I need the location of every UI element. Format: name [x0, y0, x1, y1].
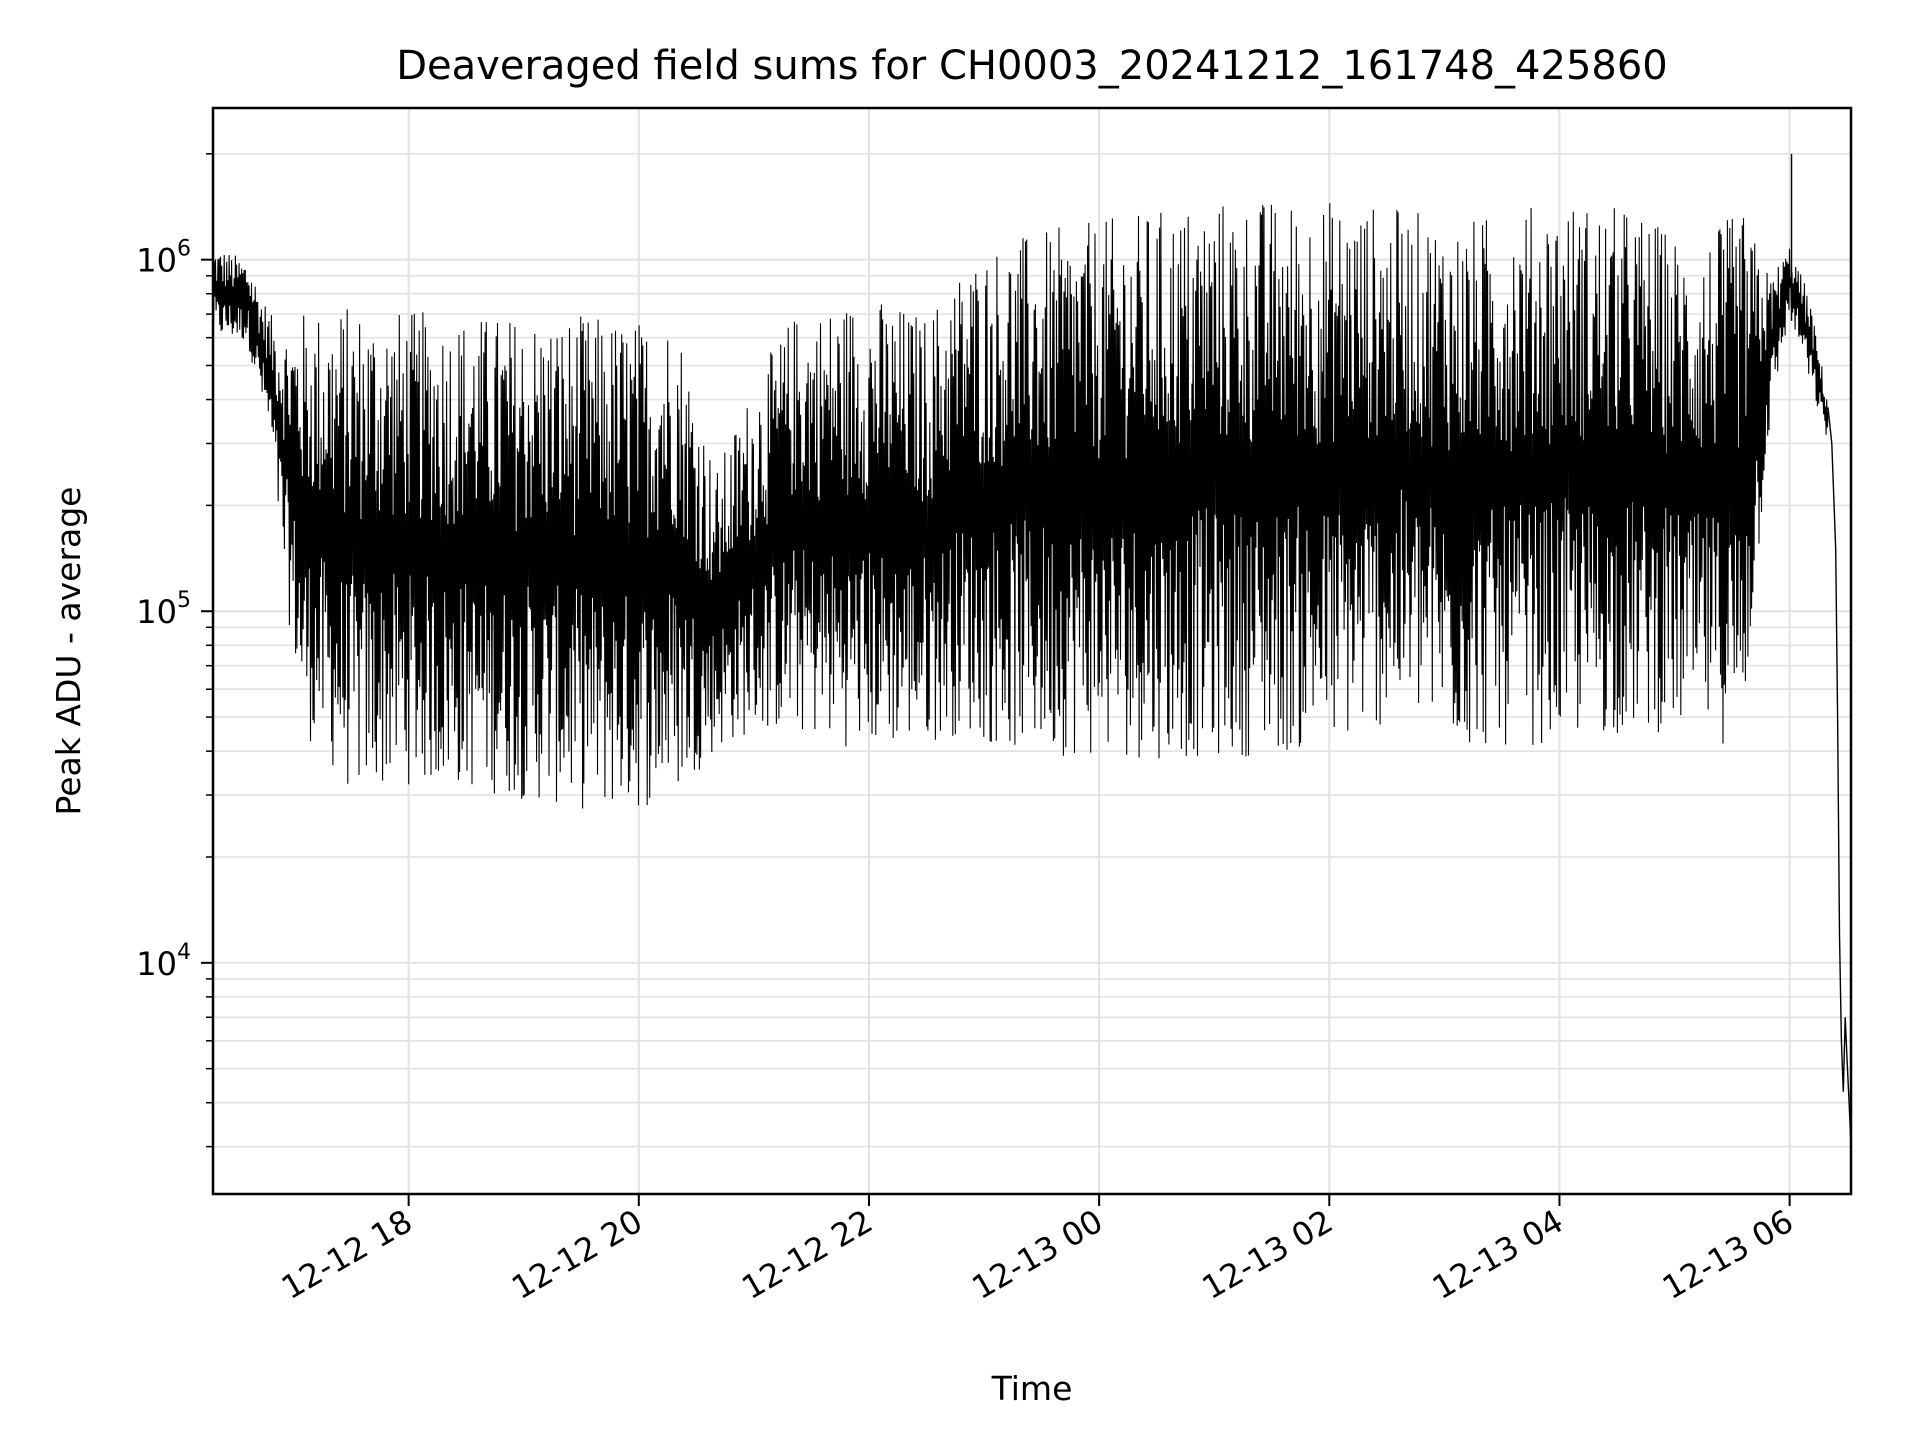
y-tick-label: 106: [136, 237, 191, 280]
x-tick-label: 12-12 18: [275, 1202, 419, 1307]
chart-title: Deaveraged field sums for CH0003_2024121…: [396, 43, 1668, 89]
y-tick-label: 104: [136, 940, 191, 983]
x-tick-label: 12-12 22: [735, 1202, 879, 1307]
data-line: [212, 203, 1829, 809]
chart-series: [212, 153, 1852, 1147]
x-tick-label: 12-13 02: [1196, 1202, 1340, 1307]
y-tick-label: 105: [136, 588, 191, 631]
x-axis-label: Time: [991, 1369, 1073, 1408]
y-axis-label: Peak ADU - average: [49, 487, 88, 816]
plot-frame: [211, 106, 1853, 1196]
x-axis-ticks: 12-12 18 12-12 20 12-12 22 12-13 00 12-13 02…: [275, 1194, 1800, 1307]
x-tick-label: 12-13 06: [1656, 1202, 1800, 1307]
data-line-tail: [1827, 407, 1852, 1147]
x-tick-label: 12-13 04: [1426, 1202, 1570, 1307]
x-tick-label: 12-12 20: [505, 1202, 649, 1307]
x-tick-label: 12-13 00: [966, 1202, 1110, 1307]
y-axis-ticks: 104 105 106: [136, 153, 213, 1148]
